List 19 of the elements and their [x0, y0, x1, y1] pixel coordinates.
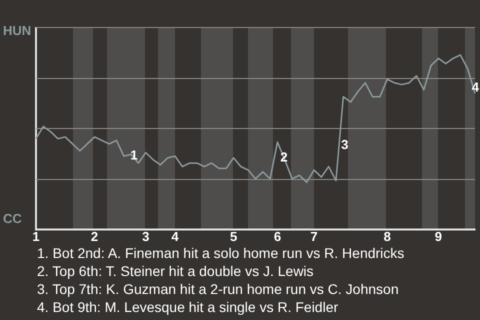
x-tick-label: 2	[90, 228, 98, 244]
text: 1. Bot 2nd: A. Fineman hit a solo home run vs R. Hendricks	[37, 244, 406, 262]
x-tick-label: 5	[230, 228, 238, 244]
annotation: 4	[472, 80, 480, 95]
text: HUN	[3, 23, 32, 38]
x-tick-label: 6	[274, 228, 282, 244]
x-tick-label: 8	[384, 228, 391, 244]
text: 2. Top 6th: T. Steiner hit a double vs J. Lewis	[37, 262, 315, 280]
annotation: 3	[341, 137, 348, 152]
text: 4. Bot 9th: M. Levesque hit a single vs R. Feidler	[37, 298, 340, 316]
x-tick-label: 3	[142, 228, 150, 244]
x-tick-label: 1	[32, 228, 40, 244]
x-tick-label: 7	[310, 228, 318, 244]
annotation: 1	[130, 148, 138, 163]
x-tick-label: 9	[434, 228, 442, 244]
text: CC	[3, 211, 22, 226]
x-tick-label: 4	[171, 228, 180, 244]
annotation: 2	[280, 149, 288, 164]
text: 3. Top 7th: K. Guzman hit a 2-run home run vs C. Johnson	[37, 280, 400, 298]
